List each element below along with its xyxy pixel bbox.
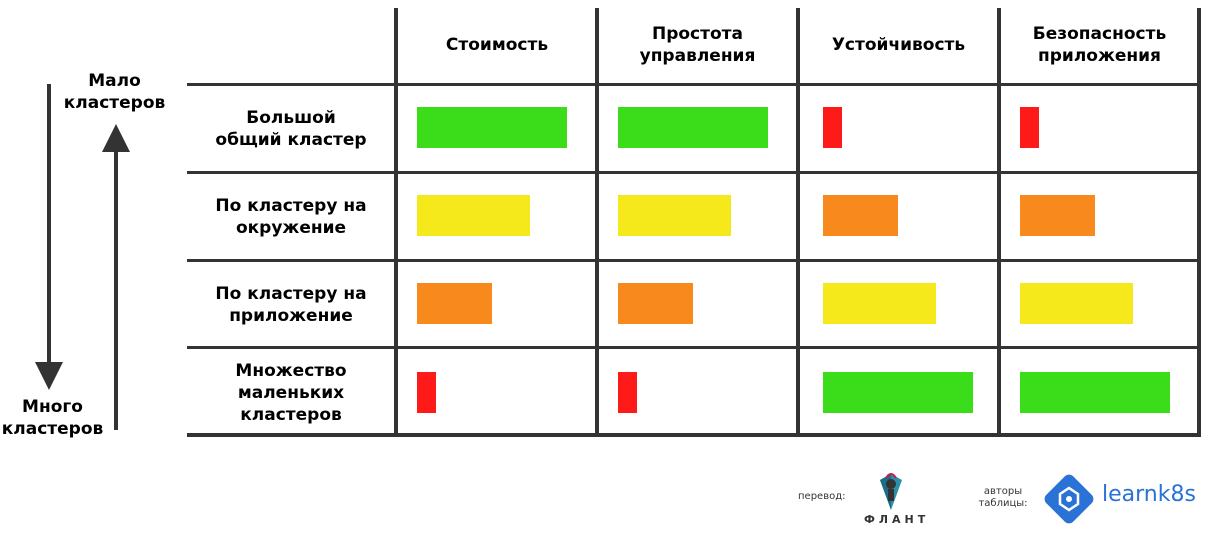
rating-bar-very-low <box>823 107 842 148</box>
row-label-shared-cluster: Большой общий кластер <box>215 108 367 150</box>
axis-label-few-clusters: Мало кластеров <box>63 71 166 113</box>
rating-bar-low <box>1020 195 1095 236</box>
rating-bar-medium <box>618 195 731 236</box>
translation-label: перевод: <box>798 491 846 502</box>
column-header-cost: Стоимость <box>445 35 549 55</box>
rating-bar-low <box>618 283 693 324</box>
rating-bar-medium <box>417 195 530 236</box>
column-header-manageability: Простота управления <box>639 24 756 66</box>
rating-bar-high <box>1020 372 1170 413</box>
grid-line <box>187 171 1200 174</box>
rating-bar-very-low <box>1020 107 1039 148</box>
up-arrow-icon <box>102 124 130 430</box>
row-label-cluster-per-application: По кластеру на приложение <box>215 284 367 326</box>
rating-bar-medium <box>1020 283 1133 324</box>
flant-brand: ФЛАНТ <box>864 513 930 526</box>
rating-bar-very-low <box>417 372 436 413</box>
grid-line <box>796 8 800 437</box>
rating-bar-medium <box>823 283 936 324</box>
rating-bar-high <box>823 372 973 413</box>
grid-line <box>1197 8 1201 437</box>
authors-label: авторы таблицы: <box>978 486 1028 509</box>
row-label-many-small-clusters: Множество маленьких кластеров <box>235 361 347 425</box>
rating-bar-low <box>823 195 898 236</box>
column-header-security: Безопасность приложения <box>1032 24 1167 66</box>
rating-bar-low <box>417 283 492 324</box>
rating-bar-high <box>417 107 567 148</box>
grid-line <box>187 346 1200 349</box>
grid-line <box>595 8 599 437</box>
learnk8s-brand: learnk8s <box>1102 482 1196 507</box>
grid-line <box>187 259 1200 262</box>
rating-bar-very-low <box>618 372 637 413</box>
grid-line <box>187 433 1200 437</box>
flant-logo-icon <box>880 473 902 510</box>
rating-bar-high <box>618 107 768 148</box>
axis-label-many-clusters: Много кластеров <box>1 397 104 439</box>
grid-line <box>997 8 1001 437</box>
grid-line <box>187 83 1200 86</box>
column-header-resilience: Устойчивость <box>831 35 966 55</box>
down-arrow-icon <box>35 84 63 390</box>
learnk8s-logo-icon <box>1044 474 1094 524</box>
row-label-cluster-per-environment: По кластеру на окружение <box>215 196 367 238</box>
grid-line <box>394 8 398 437</box>
